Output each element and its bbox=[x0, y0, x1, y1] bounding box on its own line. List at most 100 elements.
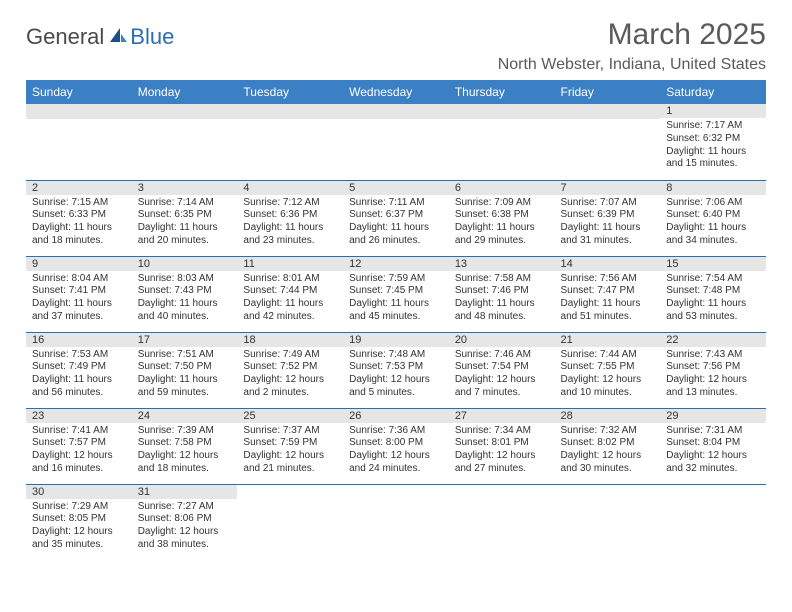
daylight-line: Daylight: 11 hours and 56 minutes. bbox=[32, 374, 126, 400]
sunrise-line: Sunrise: 8:04 AM bbox=[32, 273, 126, 286]
sunrise-line: Sunrise: 7:32 AM bbox=[561, 425, 655, 438]
sunset-line: Sunset: 7:48 PM bbox=[666, 285, 760, 298]
sunrise-line: Sunrise: 7:11 AM bbox=[349, 197, 443, 210]
calendar-cell bbox=[343, 484, 449, 560]
calendar-cell: 20Sunrise: 7:46 AMSunset: 7:54 PMDayligh… bbox=[449, 332, 555, 408]
sunset-line: Sunset: 7:56 PM bbox=[666, 361, 760, 374]
weekday-header: Wednesday bbox=[343, 80, 449, 104]
calendar-cell: 14Sunrise: 7:56 AMSunset: 7:47 PMDayligh… bbox=[555, 256, 661, 332]
sunset-line: Sunset: 6:37 PM bbox=[349, 209, 443, 222]
daylight-line: Daylight: 11 hours and 45 minutes. bbox=[349, 298, 443, 324]
daylight-line: Daylight: 12 hours and 30 minutes. bbox=[561, 450, 655, 476]
sunset-line: Sunset: 7:43 PM bbox=[138, 285, 232, 298]
calendar-cell: 12Sunrise: 7:59 AMSunset: 7:45 PMDayligh… bbox=[343, 256, 449, 332]
location-text: North Webster, Indiana, United States bbox=[498, 56, 766, 74]
calendar-cell: 5 Sunrise: 7:11 AMSunset: 6:37 PMDaylight… bbox=[343, 180, 449, 256]
daylight-line: Daylight: 12 hours and 38 minutes. bbox=[138, 526, 232, 552]
calendar-cell: 29Sunrise: 7:31 AMSunset: 8:04 PMDayligh… bbox=[660, 408, 766, 484]
daylight-line: Daylight: 12 hours and 35 minutes. bbox=[32, 526, 126, 552]
calendar-cell bbox=[555, 484, 661, 560]
sunrise-line: Sunrise: 7:07 AM bbox=[561, 197, 655, 210]
daylight-line: Daylight: 11 hours and 26 minutes. bbox=[349, 222, 443, 248]
cell-details: Sunrise: 8:03 AMSunset: 7:43 PMDaylight:… bbox=[132, 271, 238, 327]
sunrise-line: Sunrise: 7:59 AM bbox=[349, 273, 443, 286]
calendar-cell bbox=[132, 104, 238, 180]
sunset-line: Sunset: 6:35 PM bbox=[138, 209, 232, 222]
sunrise-line: Sunrise: 7:48 AM bbox=[349, 349, 443, 362]
cell-details: Sunrise: 7:37 AMSunset: 7:59 PMDaylight:… bbox=[237, 423, 343, 479]
cell-details: Sunrise: 8:04 AMSunset: 7:41 PMDaylight:… bbox=[26, 271, 132, 327]
cell-details: Sunrise: 7:56 AMSunset: 7:47 PMDaylight:… bbox=[555, 271, 661, 327]
cell-details: Sunrise: 7:27 AMSunset: 8:06 PMDaylight:… bbox=[132, 499, 238, 555]
calendar-cell: 17Sunrise: 7:51 AMSunset: 7:50 PMDayligh… bbox=[132, 332, 238, 408]
empty-daynum-strip bbox=[132, 104, 238, 119]
empty-daynum-strip bbox=[343, 104, 449, 119]
sail-icon bbox=[108, 26, 128, 49]
sunrise-line: Sunrise: 7:31 AM bbox=[666, 425, 760, 438]
sunrise-line: Sunrise: 7:09 AM bbox=[455, 197, 549, 210]
day-number: 10 bbox=[132, 257, 238, 271]
day-number: 22 bbox=[660, 333, 766, 347]
sunset-line: Sunset: 7:49 PM bbox=[32, 361, 126, 374]
page-header: General Blue March 2025 North Webster, I… bbox=[26, 18, 766, 74]
weekday-header: Tuesday bbox=[237, 80, 343, 104]
cell-details: Sunrise: 7:43 AMSunset: 7:56 PMDaylight:… bbox=[660, 347, 766, 403]
cell-details: Sunrise: 7:34 AMSunset: 8:01 PMDaylight:… bbox=[449, 423, 555, 479]
sunset-line: Sunset: 6:33 PM bbox=[32, 209, 126, 222]
sunrise-line: Sunrise: 7:39 AM bbox=[138, 425, 232, 438]
daylight-line: Daylight: 11 hours and 48 minutes. bbox=[455, 298, 549, 324]
sunrise-line: Sunrise: 7:53 AM bbox=[32, 349, 126, 362]
sunset-line: Sunset: 6:32 PM bbox=[666, 133, 760, 146]
day-number: 6 bbox=[449, 181, 555, 195]
sunrise-line: Sunrise: 7:54 AM bbox=[666, 273, 760, 286]
calendar-cell: 6Sunrise: 7:09 AMSunset: 6:38 PMDaylight… bbox=[449, 180, 555, 256]
weekday-header: Thursday bbox=[449, 80, 555, 104]
calendar-cell bbox=[237, 484, 343, 560]
calendar-cell: 11Sunrise: 8:01 AMSunset: 7:44 PMDayligh… bbox=[237, 256, 343, 332]
daylight-line: Daylight: 11 hours and 31 minutes. bbox=[561, 222, 655, 248]
calendar-week-row: 16Sunrise: 7:53 AMSunset: 7:49 PMDayligh… bbox=[26, 332, 766, 408]
cell-details: Sunrise: 7:41 AMSunset: 7:57 PMDaylight:… bbox=[26, 423, 132, 479]
sunrise-line: Sunrise: 7:12 AM bbox=[243, 197, 337, 210]
day-number: 13 bbox=[449, 257, 555, 271]
daylight-line: Daylight: 11 hours and 20 minutes. bbox=[138, 222, 232, 248]
cell-details: Sunrise: 7:51 AMSunset: 7:50 PMDaylight:… bbox=[132, 347, 238, 403]
sunrise-line: Sunrise: 7:17 AM bbox=[666, 120, 760, 133]
sunrise-line: Sunrise: 7:14 AM bbox=[138, 197, 232, 210]
cell-details: Sunrise: 7:32 AMSunset: 8:02 PMDaylight:… bbox=[555, 423, 661, 479]
cell-details: Sunrise: 8:01 AMSunset: 7:44 PMDaylight:… bbox=[237, 271, 343, 327]
day-number: 15 bbox=[660, 257, 766, 271]
calendar-week-row: 2Sunrise: 7:15 AMSunset: 6:33 PMDaylight… bbox=[26, 180, 766, 256]
daylight-line: Daylight: 12 hours and 21 minutes. bbox=[243, 450, 337, 476]
calendar-cell: 23Sunrise: 7:41 AMSunset: 7:57 PMDayligh… bbox=[26, 408, 132, 484]
sunset-line: Sunset: 8:04 PM bbox=[666, 437, 760, 450]
day-number: 17 bbox=[132, 333, 238, 347]
day-number: 29 bbox=[660, 409, 766, 423]
daylight-line: Daylight: 12 hours and 18 minutes. bbox=[138, 450, 232, 476]
day-number: 19 bbox=[343, 333, 449, 347]
daylight-line: Daylight: 11 hours and 34 minutes. bbox=[666, 222, 760, 248]
day-number: 5 bbox=[343, 181, 449, 195]
daylight-line: Daylight: 11 hours and 29 minutes. bbox=[455, 222, 549, 248]
day-number: 31 bbox=[132, 485, 238, 499]
cell-details: Sunrise: 7:54 AMSunset: 7:48 PMDaylight:… bbox=[660, 271, 766, 327]
calendar-cell: 30Sunrise: 7:29 AMSunset: 8:05 PMDayligh… bbox=[26, 484, 132, 560]
calendar-cell bbox=[555, 104, 661, 180]
daylight-line: Daylight: 11 hours and 23 minutes. bbox=[243, 222, 337, 248]
daylight-line: Daylight: 12 hours and 16 minutes. bbox=[32, 450, 126, 476]
empty-daynum-strip bbox=[555, 104, 661, 119]
weekday-header: Saturday bbox=[660, 80, 766, 104]
logo-text-dark: General bbox=[26, 24, 104, 50]
sunrise-line: Sunrise: 7:36 AM bbox=[349, 425, 443, 438]
calendar-cell: 19Sunrise: 7:48 AMSunset: 7:53 PMDayligh… bbox=[343, 332, 449, 408]
day-number: 30 bbox=[26, 485, 132, 499]
sunrise-line: Sunrise: 7:06 AM bbox=[666, 197, 760, 210]
calendar-cell: 21Sunrise: 7:44 AMSunset: 7:55 PMDayligh… bbox=[555, 332, 661, 408]
cell-details: Sunrise: 7:07 AMSunset: 6:39 PMDaylight:… bbox=[555, 195, 661, 251]
sunrise-line: Sunrise: 7:58 AM bbox=[455, 273, 549, 286]
day-number: 24 bbox=[132, 409, 238, 423]
daylight-line: Daylight: 11 hours and 53 minutes. bbox=[666, 298, 760, 324]
calendar-cell: 7Sunrise: 7:07 AMSunset: 6:39 PMDaylight… bbox=[555, 180, 661, 256]
empty-daynum-strip bbox=[237, 104, 343, 119]
day-number: 27 bbox=[449, 409, 555, 423]
